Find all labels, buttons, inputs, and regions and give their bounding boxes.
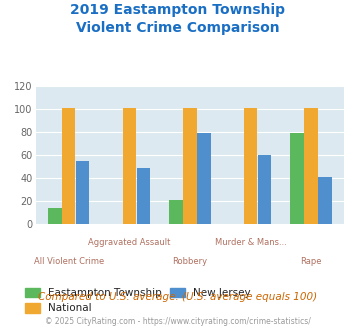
Text: Murder & Mans...: Murder & Mans... [214,238,286,247]
Text: 2019 Eastampton Township
Violent Crime Comparison: 2019 Eastampton Township Violent Crime C… [70,3,285,35]
Bar [244,108,257,224]
Text: Rape: Rape [300,257,322,266]
Bar [290,133,304,224]
Bar [258,155,271,224]
Bar [169,200,183,224]
Bar [62,108,76,224]
Bar [76,161,89,224]
Bar [197,133,211,224]
Bar [123,108,136,224]
Text: © 2025 CityRating.com - https://www.cityrating.com/crime-statistics/: © 2025 CityRating.com - https://www.city… [45,317,310,326]
Text: All Violent Crime: All Violent Crime [34,257,104,266]
Bar [183,108,197,224]
Bar [304,108,318,224]
Legend: Eastampton Township, National, New Jersey: Eastampton Township, National, New Jerse… [25,288,251,314]
Bar [48,208,61,224]
Text: Aggravated Assault: Aggravated Assault [88,238,170,247]
Text: Compared to U.S. average. (U.S. average equals 100): Compared to U.S. average. (U.S. average … [38,292,317,302]
Bar [137,168,150,224]
Text: Robbery: Robbery [173,257,207,266]
Bar [318,177,332,224]
